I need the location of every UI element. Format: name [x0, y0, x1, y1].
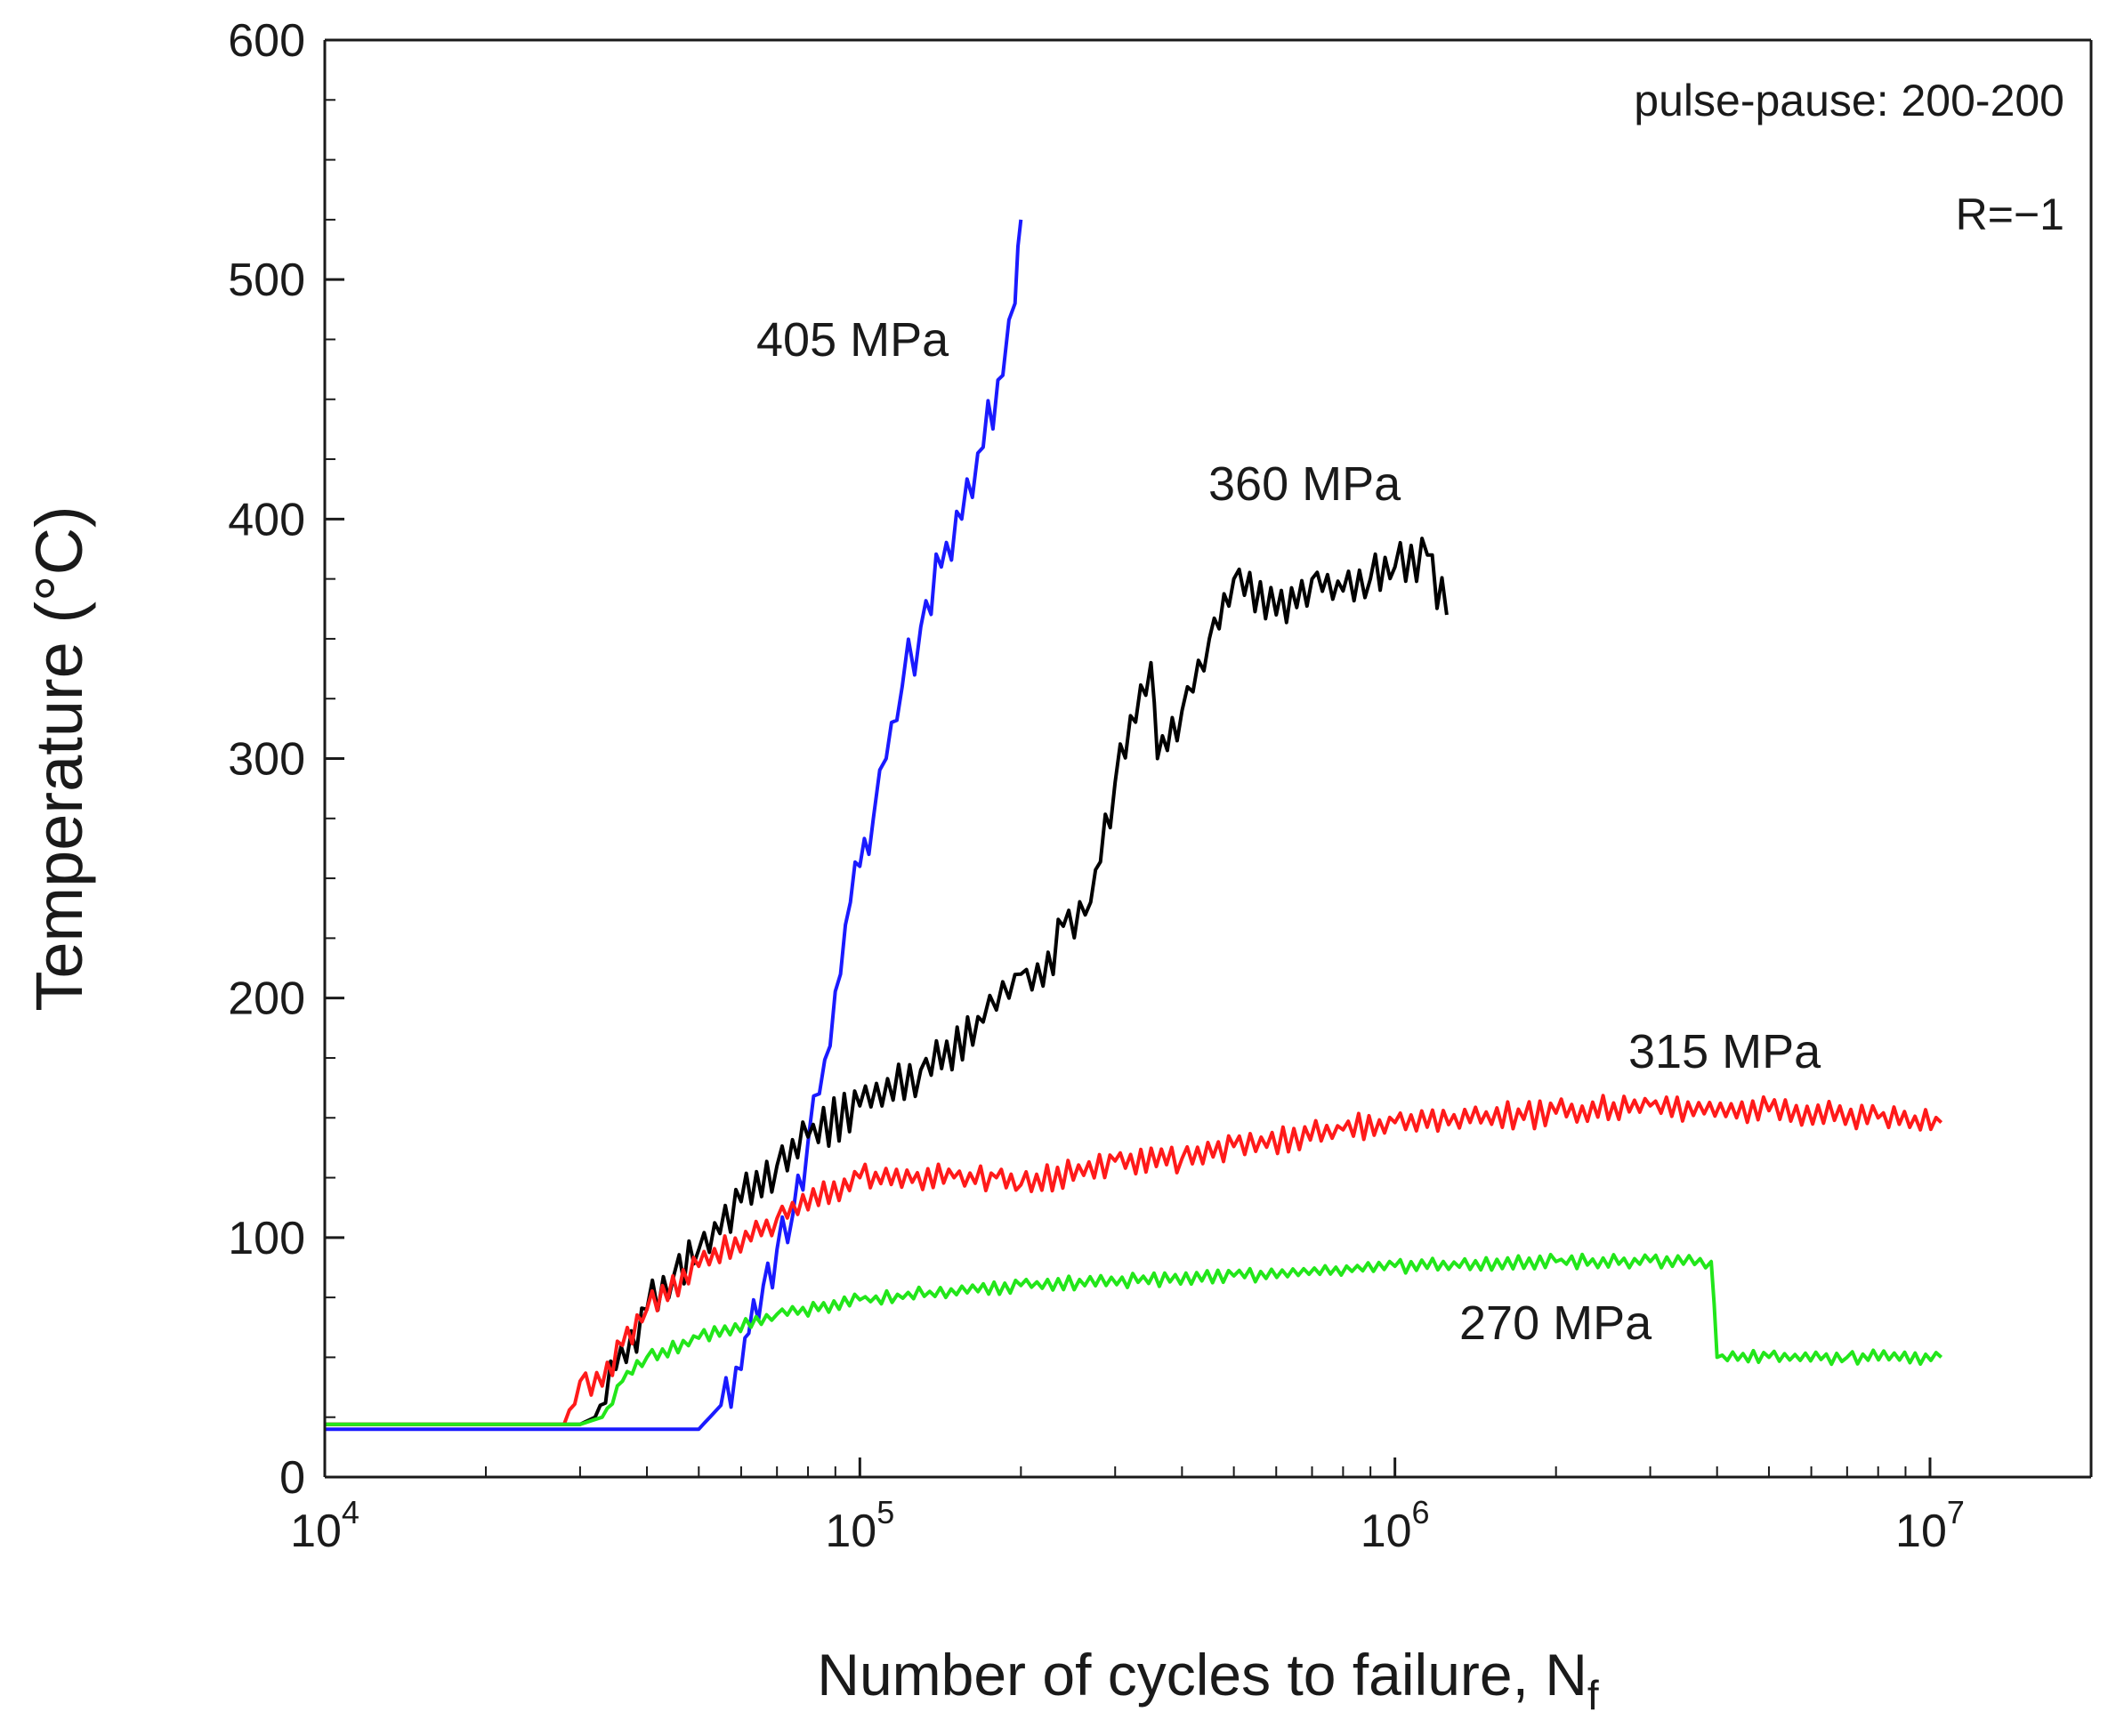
labels-layer: Number of cycles to failure, Nf Temperatu… [22, 76, 2064, 1718]
series-line-405-mpa [325, 219, 1023, 1432]
axes-layer: 0 100 200 300 400 500 600 104 105 106 107 [228, 15, 2093, 1557]
x-tick-label: 107 [1895, 1494, 1965, 1557]
y-tick-label: 400 [228, 494, 305, 545]
y-tick-label: 200 [228, 973, 305, 1025]
y-tick-label: 100 [228, 1213, 305, 1264]
series-layer [325, 219, 1943, 1432]
series-label-315-mpa: 315 MPa [1628, 1025, 1821, 1078]
y-tick-label: 600 [228, 15, 305, 67]
series-line-315-mpa [325, 1094, 1943, 1426]
x-tick-label: 105 [825, 1494, 894, 1557]
y-tick-label: 300 [228, 734, 305, 786]
annotation-r-ratio: R=−1 [1956, 190, 2064, 239]
series-label-405-mpa: 405 MPa [756, 313, 949, 367]
x-axis-title: Number of cycles to failure, Nf [817, 1642, 1599, 1718]
x-tick-label: 106 [1361, 1494, 1430, 1557]
x-tick-label: 104 [290, 1494, 359, 1557]
y-tick-label: 500 [228, 254, 305, 306]
series-label-270-mpa: 270 MPa [1459, 1296, 1652, 1350]
annotation-pulse-pause: pulse-pause: 200-200 [1634, 76, 2064, 125]
series-label-360-mpa: 360 MPa [1208, 457, 1401, 511]
y-tick-label: 0 [279, 1452, 305, 1504]
series-line-270-mpa [325, 1252, 1943, 1426]
y-axis-title: Temperature (°C) [22, 505, 96, 1011]
